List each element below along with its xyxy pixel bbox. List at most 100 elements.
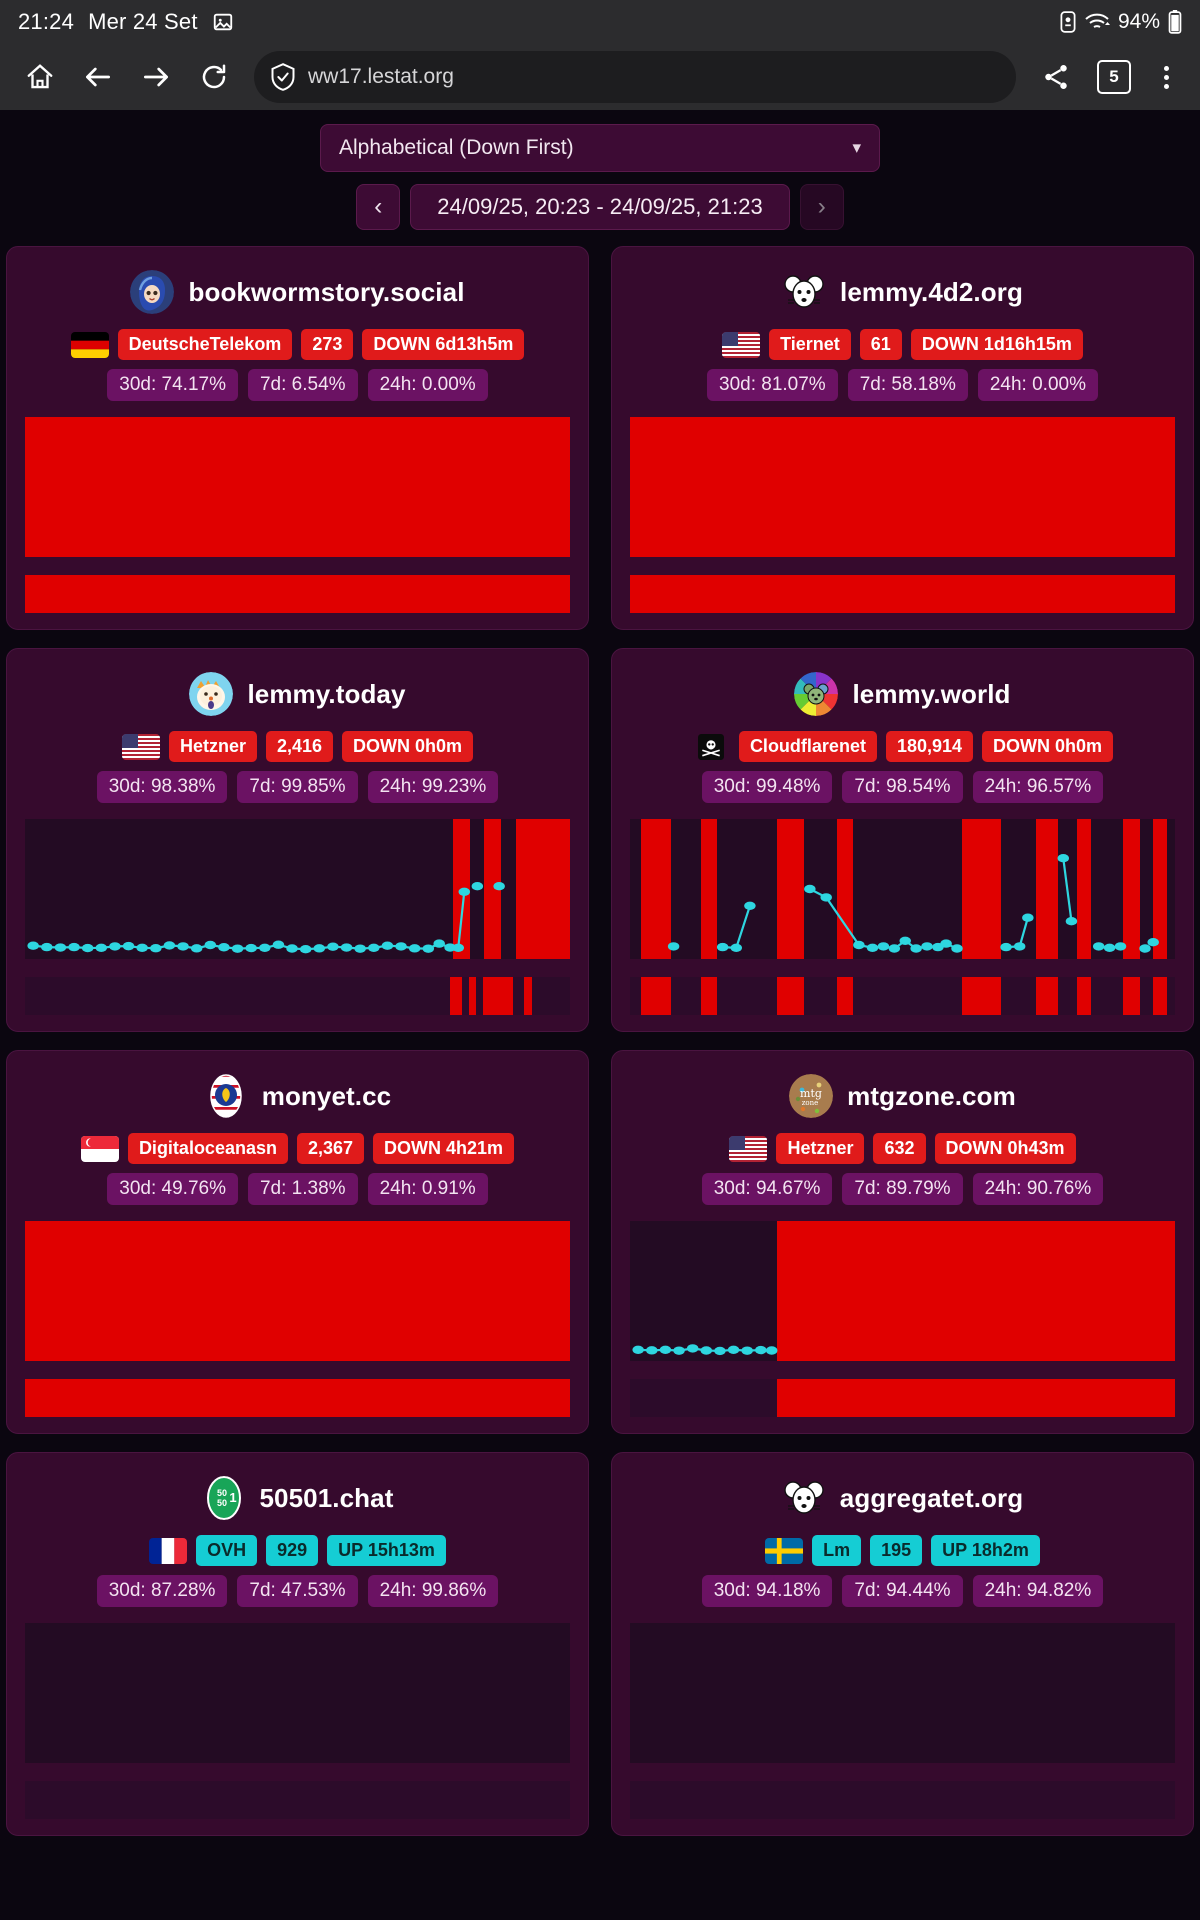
instance-name: 50501.chat <box>259 1482 394 1513</box>
chart-plot-area[interactable] <box>25 1221 570 1361</box>
user-count-badge: 180,914 <box>885 731 974 762</box>
outage-band <box>962 977 1001 1015</box>
uptime-chip: 7d: 94.44% <box>842 1575 963 1607</box>
host-badge: Digitaloceanasn <box>127 1133 288 1164</box>
anime-girl-avatar-icon <box>130 270 175 314</box>
availability-chart <box>25 1221 570 1417</box>
instance-card[interactable]: monyet.cc Digitaloceanasn 2,367 DOWN 4h21m 3… <box>6 1050 589 1434</box>
instance-card[interactable]: aggregatet.org Lm 195 UP 18h2m 30d: 94.18% 7d… <box>611 1452 1194 1836</box>
outage-band <box>700 819 718 959</box>
date-prev-button[interactable]: ‹ <box>356 184 401 230</box>
uptime-chip: 24h: 0.91% <box>367 1173 488 1205</box>
share-icon[interactable] <box>1030 51 1082 103</box>
status-bar-right: 94% <box>1060 10 1182 34</box>
flag-france <box>149 1537 188 1564</box>
sort-select-value: Alphabetical (Down First) <box>339 136 574 159</box>
instance-card[interactable]: 50 50 1 50501.chat OVH 929 UP 15h13m 30d: 87.28… <box>6 1452 589 1836</box>
instance-card[interactable]: lemmy.world Cloudflarenet 180,914 DOWN 0h0m… <box>611 648 1194 1032</box>
user-count-badge: 2,416 <box>265 731 334 762</box>
host-badge: OVH <box>196 1535 258 1566</box>
url-bar[interactable]: ww17.lestat.org <box>254 51 1016 103</box>
uptime-chip: 24h: 96.57% <box>972 771 1104 803</box>
uptime-strip[interactable] <box>25 977 570 1015</box>
availability-chart <box>25 819 570 1015</box>
date-range-nav: ‹ 24/09/25, 20:23 - 24/09/25, 21:23 › <box>356 184 844 230</box>
outage-fill <box>630 417 1175 557</box>
outage-band <box>777 819 805 959</box>
chart-plot-area[interactable] <box>25 1623 570 1763</box>
uptime-strip[interactable] <box>25 1781 570 1819</box>
instance-card[interactable]: lemmy.4d2.org Tiernet 61 DOWN 1d16h15m 30d: … <box>611 246 1194 630</box>
card-header: monyet.cc <box>25 1067 570 1125</box>
sort-select[interactable]: Alphabetical (Down First) ▾ <box>320 124 880 172</box>
availability-chart <box>630 1623 1175 1819</box>
uptime-strip[interactable] <box>25 575 570 613</box>
forward-arrow-icon[interactable] <box>130 51 182 103</box>
uptime-strip[interactable] <box>25 1379 570 1417</box>
uptime-strip[interactable] <box>630 977 1175 1015</box>
outage-band <box>469 977 477 1015</box>
image-icon <box>212 11 234 33</box>
flag-pirate <box>692 733 730 760</box>
flag-germany <box>70 331 109 358</box>
back-arrow-icon[interactable] <box>72 51 124 103</box>
svg-text:mtg: mtg <box>800 1087 822 1100</box>
badge-row: Tiernet 61 DOWN 1d16h15m <box>630 329 1175 360</box>
badge-row: OVH 929 UP 15h13m <box>25 1535 570 1566</box>
mouse-head-icon <box>782 1476 826 1520</box>
uptime-chip: 30d: 94.18% <box>701 1575 833 1607</box>
uptime-chip: 24h: 99.23% <box>367 771 499 803</box>
chart-plot-area[interactable] <box>630 417 1175 557</box>
date-next-button[interactable]: › <box>799 184 844 230</box>
uptime-chip: 30d: 98.38% <box>96 771 228 803</box>
chart-plot-area[interactable] <box>630 1623 1175 1763</box>
instance-card[interactable]: mtg zone mtgzone.com Hetzner 632 DOWN 0h43m 30… <box>611 1050 1194 1434</box>
card-header: bookwormstory.social <box>25 263 570 321</box>
outage-band <box>1076 819 1091 959</box>
outage-band <box>640 977 671 1015</box>
uptime-chip: 24h: 99.86% <box>367 1575 499 1607</box>
uptime-strip[interactable] <box>630 1781 1175 1819</box>
user-count-badge: 929 <box>266 1535 319 1566</box>
svg-text:50: 50 <box>216 1498 226 1508</box>
uptime-row: 30d: 87.28% 7d: 47.53% 24h: 99.86% <box>25 1575 570 1607</box>
date-range-label[interactable]: 24/09/25, 20:23 - 24/09/25, 21:23 <box>410 184 790 230</box>
host-badge: DeutscheTelekom <box>117 329 293 360</box>
chart-plot-area[interactable] <box>630 1221 1175 1361</box>
outage-fill <box>25 417 570 557</box>
svg-text:50: 50 <box>216 1488 226 1498</box>
instance-card[interactable]: bookwormstory.social DeutscheTelekom 273 DO… <box>6 246 589 630</box>
tab-count-button[interactable]: 5 <box>1088 51 1140 103</box>
host-badge: Tiernet <box>769 329 851 360</box>
chart-plot-area[interactable] <box>25 417 570 557</box>
card-header: lemmy.4d2.org <box>630 263 1175 321</box>
chart-plot-area[interactable] <box>630 819 1175 959</box>
reload-icon[interactable] <box>188 51 240 103</box>
flag-singapore <box>80 1135 119 1162</box>
outage-band <box>837 977 854 1015</box>
status-badge: UP 15h13m <box>327 1535 446 1566</box>
50501-badge-icon: 50 50 1 <box>202 1476 246 1520</box>
uptime-row: 30d: 99.48% 7d: 98.54% 24h: 96.57% <box>630 771 1175 803</box>
availability-chart <box>630 819 1175 1015</box>
chart-plot-area[interactable] <box>25 819 570 959</box>
wifi-icon <box>1084 11 1110 33</box>
status-bar-left: 21:24 Mer 24 Set <box>18 9 234 35</box>
outage-band <box>1153 819 1167 959</box>
flag-usa <box>729 1135 768 1162</box>
card-header: lemmy.world <box>630 665 1175 723</box>
outage-band <box>777 977 805 1015</box>
response-time-points <box>27 882 505 954</box>
home-icon[interactable] <box>14 51 66 103</box>
host-badge: Hetzner <box>776 1133 865 1164</box>
overflow-menu-icon[interactable] <box>1146 51 1186 103</box>
status-badge: DOWN 1d16h15m <box>910 329 1083 360</box>
instance-card[interactable]: lemmy.today Hetzner 2,416 DOWN 0h0m 30d: 98.… <box>6 648 589 1032</box>
flag-usa <box>722 331 761 358</box>
uptime-strip[interactable] <box>630 1379 1175 1417</box>
uptime-chip: 7d: 6.54% <box>247 369 358 401</box>
uptime-chip: 30d: 81.07% <box>707 369 838 401</box>
instance-name: bookwormstory.social <box>188 276 465 307</box>
uptime-strip[interactable] <box>630 575 1175 613</box>
status-badge: DOWN 6d13h5m <box>362 329 525 360</box>
